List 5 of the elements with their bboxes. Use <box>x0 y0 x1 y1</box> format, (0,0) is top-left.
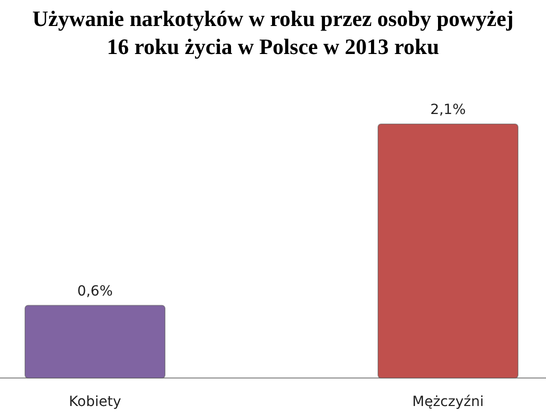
x-tick-label: Kobiety <box>68 394 122 410</box>
data-label: 2,1% <box>430 102 466 118</box>
chart-title: Używanie narkotyków w roku przez osoby powyżej 16 roku życia w Polsce w 2013 roku <box>32 6 514 59</box>
x-tick-label: Mężczyźni <box>412 394 484 410</box>
data-label: 0,6% <box>77 283 113 300</box>
